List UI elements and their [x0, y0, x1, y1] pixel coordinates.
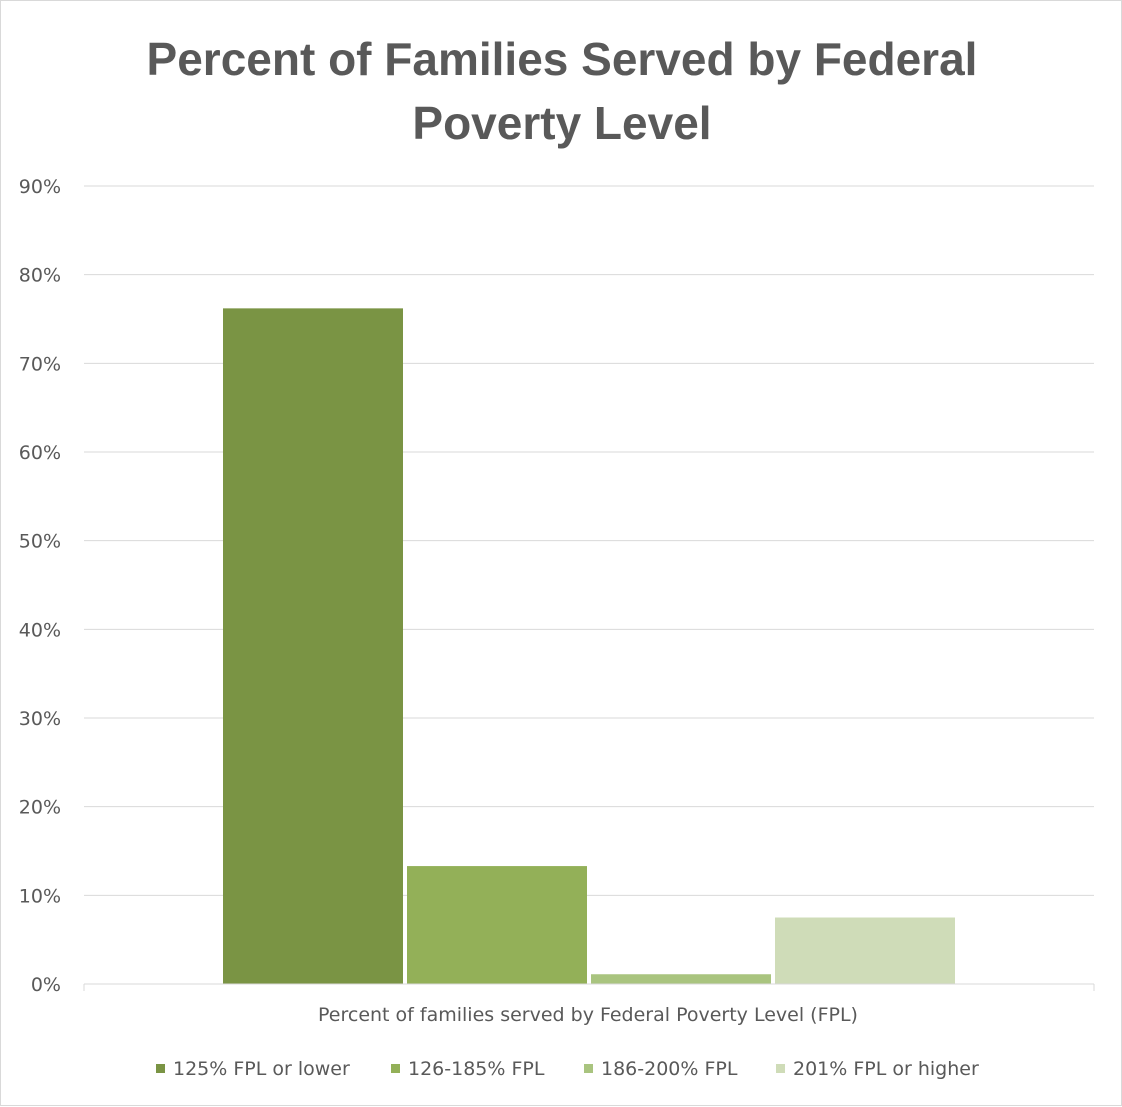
- bar: [223, 308, 403, 984]
- bars: [223, 308, 955, 984]
- y-tick-label: 0%: [31, 974, 61, 996]
- legend-label: 125% FPL or lower: [173, 1058, 350, 1080]
- legend-swatch: [156, 1064, 165, 1073]
- bar: [407, 866, 587, 984]
- legend-label: 126-185% FPL: [408, 1058, 545, 1080]
- y-tick-label: 60%: [19, 442, 61, 464]
- y-tick-label: 20%: [19, 797, 61, 819]
- legend-swatch: [776, 1064, 785, 1073]
- y-tick-label: 70%: [19, 353, 61, 375]
- legend-label: 201% FPL or higher: [793, 1058, 979, 1080]
- legend: 125% FPL or lower 126-185% FPL 186-200% FP…: [156, 1058, 979, 1080]
- legend-swatch: [584, 1064, 593, 1073]
- bar: [591, 974, 771, 984]
- x-axis-title: Percent of families served by Federal Po…: [318, 1004, 858, 1026]
- legend-swatch: [391, 1064, 400, 1073]
- y-tick-label: 10%: [19, 885, 61, 907]
- y-axis-ticks: 0% 10% 20% 30% 40% 50% 60% 70% 80% 90%: [19, 176, 61, 996]
- chart-title: Percent of Families Served by Federal Po…: [147, 33, 978, 149]
- y-tick-label: 50%: [19, 531, 61, 553]
- chart-title-line-1: Percent of Families Served by Federal: [147, 33, 978, 85]
- bar: [775, 917, 955, 984]
- legend-label: 186-200% FPL: [601, 1058, 738, 1080]
- y-tick-label: 80%: [19, 265, 61, 287]
- y-tick-label: 30%: [19, 708, 61, 730]
- y-tick-label: 40%: [19, 619, 61, 641]
- chart-title-line-2: Poverty Level: [412, 97, 711, 149]
- y-tick-label: 90%: [19, 176, 61, 198]
